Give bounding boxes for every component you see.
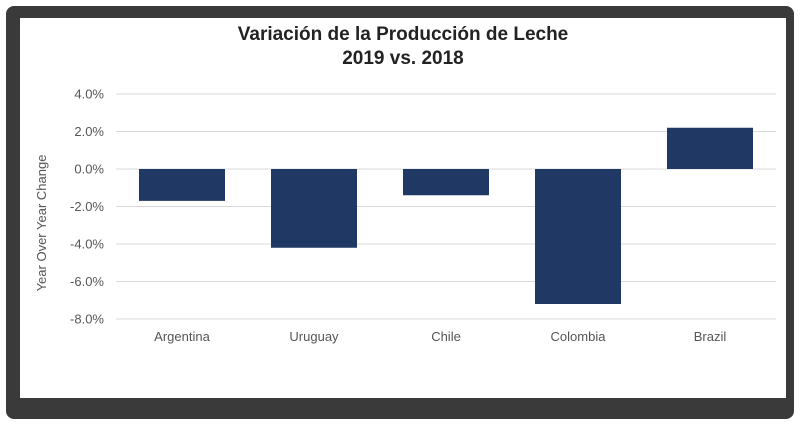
x-tick-label-brazil: Brazil bbox=[694, 329, 727, 344]
bar-chile bbox=[403, 169, 489, 196]
bar-chart: Year Over Year Change 4.0% 2.0% 0.0% -2.0% -… bbox=[34, 87, 776, 344]
chart-title-line-2: 2019 vs. 2018 bbox=[342, 48, 464, 69]
y-tick-label: -6.0% bbox=[70, 274, 104, 289]
chart-title-line-1: Variación de la Producción de Leche bbox=[237, 24, 569, 45]
bar-uruguay bbox=[271, 169, 357, 248]
x-tick-label-chile: Chile bbox=[431, 329, 461, 344]
y-tick-label: 4.0% bbox=[74, 87, 104, 102]
y-tick-label: -2.0% bbox=[70, 199, 104, 214]
y-tick-label: -4.0% bbox=[70, 237, 104, 252]
bar-brazil bbox=[667, 127, 753, 169]
chart-panel: Variación de la Producción de Leche 2019… bbox=[20, 18, 786, 398]
y-tick-label: -8.0% bbox=[70, 312, 104, 327]
y-tick-label: 0.0% bbox=[74, 162, 104, 177]
bar-colombia bbox=[535, 169, 621, 304]
x-tick-label-uruguay: Uruguay bbox=[289, 329, 339, 344]
x-tick-label-argentina: Argentina bbox=[154, 329, 210, 344]
x-tick-label-colombia: Colombia bbox=[551, 329, 607, 344]
y-axis-title: Year Over Year Change bbox=[34, 155, 49, 292]
bar-argentina bbox=[139, 169, 225, 201]
chart-frame: Variación de la Producción de Leche 2019… bbox=[6, 6, 794, 419]
y-tick-label: 2.0% bbox=[74, 124, 104, 139]
